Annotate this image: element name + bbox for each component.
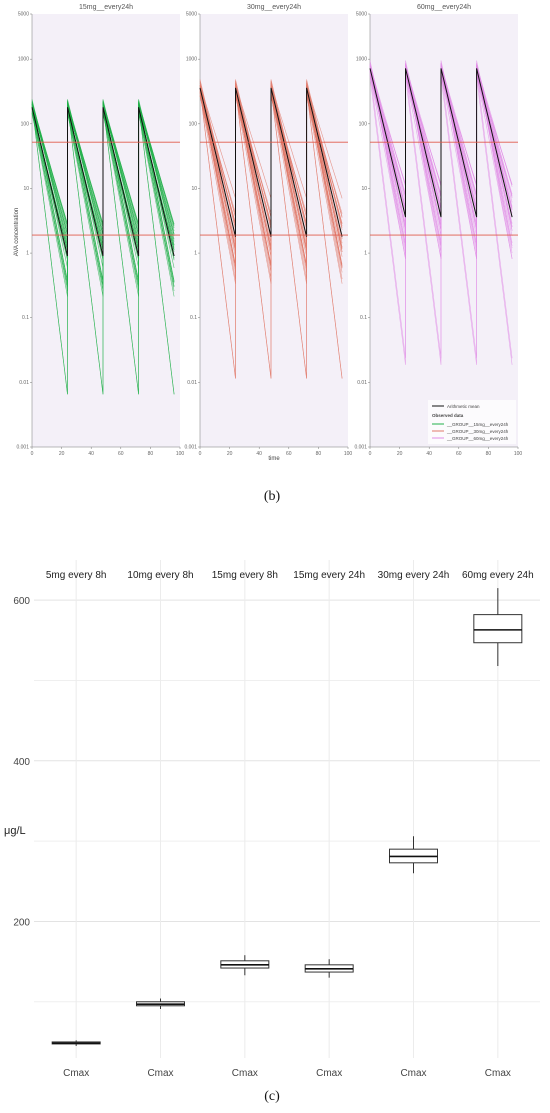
- y-tick-label: 0.001: [354, 445, 367, 451]
- boxplot-y-axis-label: μg/L: [4, 825, 26, 837]
- facet-title: 10mg every 8h: [127, 570, 193, 581]
- y-tick-label: 0.01: [19, 380, 29, 386]
- legend-label-30mg: __GROUP__30mg__every24h: [446, 429, 509, 434]
- y-tick-label: 5000: [356, 12, 367, 18]
- boxplot-x-tick-label: Cmax: [63, 1068, 89, 1079]
- x-tick-label: 20: [397, 451, 403, 457]
- cmax-boxplot-chart: μg/L (c) 200 400 600 5mg every 8h Cmax 10mg e…: [4, 560, 540, 1104]
- y-tick-label: 5000: [186, 12, 197, 18]
- x-tick-label: 100: [514, 451, 523, 457]
- y-tick-label: 1: [194, 251, 197, 257]
- x-tick-label: 40: [256, 451, 262, 457]
- y-tick-label: 1: [26, 251, 29, 257]
- arithmetic-mean-curve: [369, 68, 513, 218]
- x-tick-label: 40: [426, 451, 432, 457]
- x-tick-label: 0: [199, 451, 202, 457]
- boxplot-y-tick-label: 600: [13, 596, 30, 607]
- box: [473, 614, 523, 644]
- arithmetic-mean-curve: [199, 87, 343, 237]
- y-tick-label: 0.1: [22, 315, 29, 321]
- x-tick-label: 0: [31, 451, 34, 457]
- legend-label-60mg: __GROUP__60mg__every24h: [446, 436, 509, 441]
- legend-label-15mg: __GROUP__15mg__every24h: [446, 422, 509, 427]
- y-tick-label: 0.1: [360, 315, 367, 321]
- facet-title: 30mg every 24h: [378, 570, 450, 581]
- y-tick-label: 0.001: [16, 445, 29, 451]
- boxplot-y-tick-label: 200: [13, 917, 30, 928]
- boxplot-y-tick-label: 400: [13, 757, 30, 768]
- boxplot-x-tick-label: Cmax: [232, 1068, 258, 1079]
- x-tick-label: 100: [176, 451, 185, 457]
- legend-observed-header: Observed data: [432, 413, 464, 418]
- x-tick-label: 100: [344, 451, 353, 457]
- y-tick-label: 1000: [356, 57, 367, 63]
- legend-mean-label: Arithmetic mean: [447, 404, 480, 409]
- x-tick-label: 20: [227, 451, 233, 457]
- y-tick-label: 1: [364, 251, 367, 257]
- panel-15mg-every24h: 15mg__every24h 0.0010.010.11101001000500…: [16, 4, 184, 457]
- boxplot-x-tick-label: Cmax: [147, 1068, 173, 1079]
- x-tick-label: 80: [148, 451, 154, 457]
- concentration-time-chart: 15mg__every24h 0.0010.010.11101001000500…: [14, 4, 522, 504]
- boxplot-x-tick-label: Cmax: [316, 1068, 342, 1079]
- facet-title: 15mg every 24h: [293, 570, 365, 581]
- y-tick-label: 100: [21, 121, 30, 127]
- legend: Arithmetic mean Observed data __GROUP__1…: [428, 400, 516, 444]
- panel-title-60mg: 60mg__every24h: [417, 4, 471, 11]
- y-tick-label: 5000: [18, 12, 29, 18]
- y-tick-label: 0.01: [357, 380, 367, 386]
- x-axis-label: time: [268, 456, 280, 462]
- y-axis-label: AVA concentration: [14, 208, 20, 256]
- y-tick-label: 0.01: [187, 380, 197, 386]
- x-tick-label: 20: [59, 451, 65, 457]
- y-tick-label: 10: [361, 186, 367, 192]
- panel-title-30mg: 30mg__every24h: [247, 4, 301, 11]
- x-tick-label: 0: [369, 451, 372, 457]
- y-tick-label: 10: [23, 186, 29, 192]
- x-tick-label: 60: [286, 451, 292, 457]
- y-tick-label: 10: [191, 186, 197, 192]
- y-tick-label: 1000: [186, 57, 197, 63]
- y-tick-label: 100: [189, 121, 198, 127]
- caption-c: (c): [264, 1089, 280, 1104]
- facet-title: 15mg every 8h: [212, 570, 278, 581]
- x-tick-label: 60: [118, 451, 124, 457]
- facet-title: 60mg every 24h: [462, 570, 534, 581]
- y-tick-label: 0.001: [184, 445, 197, 451]
- x-tick-label: 80: [486, 451, 492, 457]
- x-tick-label: 80: [316, 451, 322, 457]
- y-tick-label: 1000: [18, 57, 29, 63]
- y-tick-label: 0.1: [190, 315, 197, 321]
- x-tick-label: 40: [88, 451, 94, 457]
- facet-title: 5mg every 8h: [46, 570, 107, 581]
- panel-title-15mg: 15mg__every24h: [79, 4, 133, 11]
- x-tick-label: 60: [456, 451, 462, 457]
- panel-60mg-every24h: 60mg__every24h 0.0010.010.11101001000500…: [354, 4, 522, 457]
- panel-30mg-every24h: 30mg__every24h 0.0010.010.11101001000500…: [184, 4, 352, 457]
- boxplot-x-tick-label: Cmax: [485, 1068, 511, 1079]
- boxplot-x-tick-label: Cmax: [400, 1068, 426, 1079]
- arithmetic-mean-curve: [31, 107, 175, 257]
- y-tick-label: 100: [359, 121, 368, 127]
- caption-b: (b): [264, 489, 281, 504]
